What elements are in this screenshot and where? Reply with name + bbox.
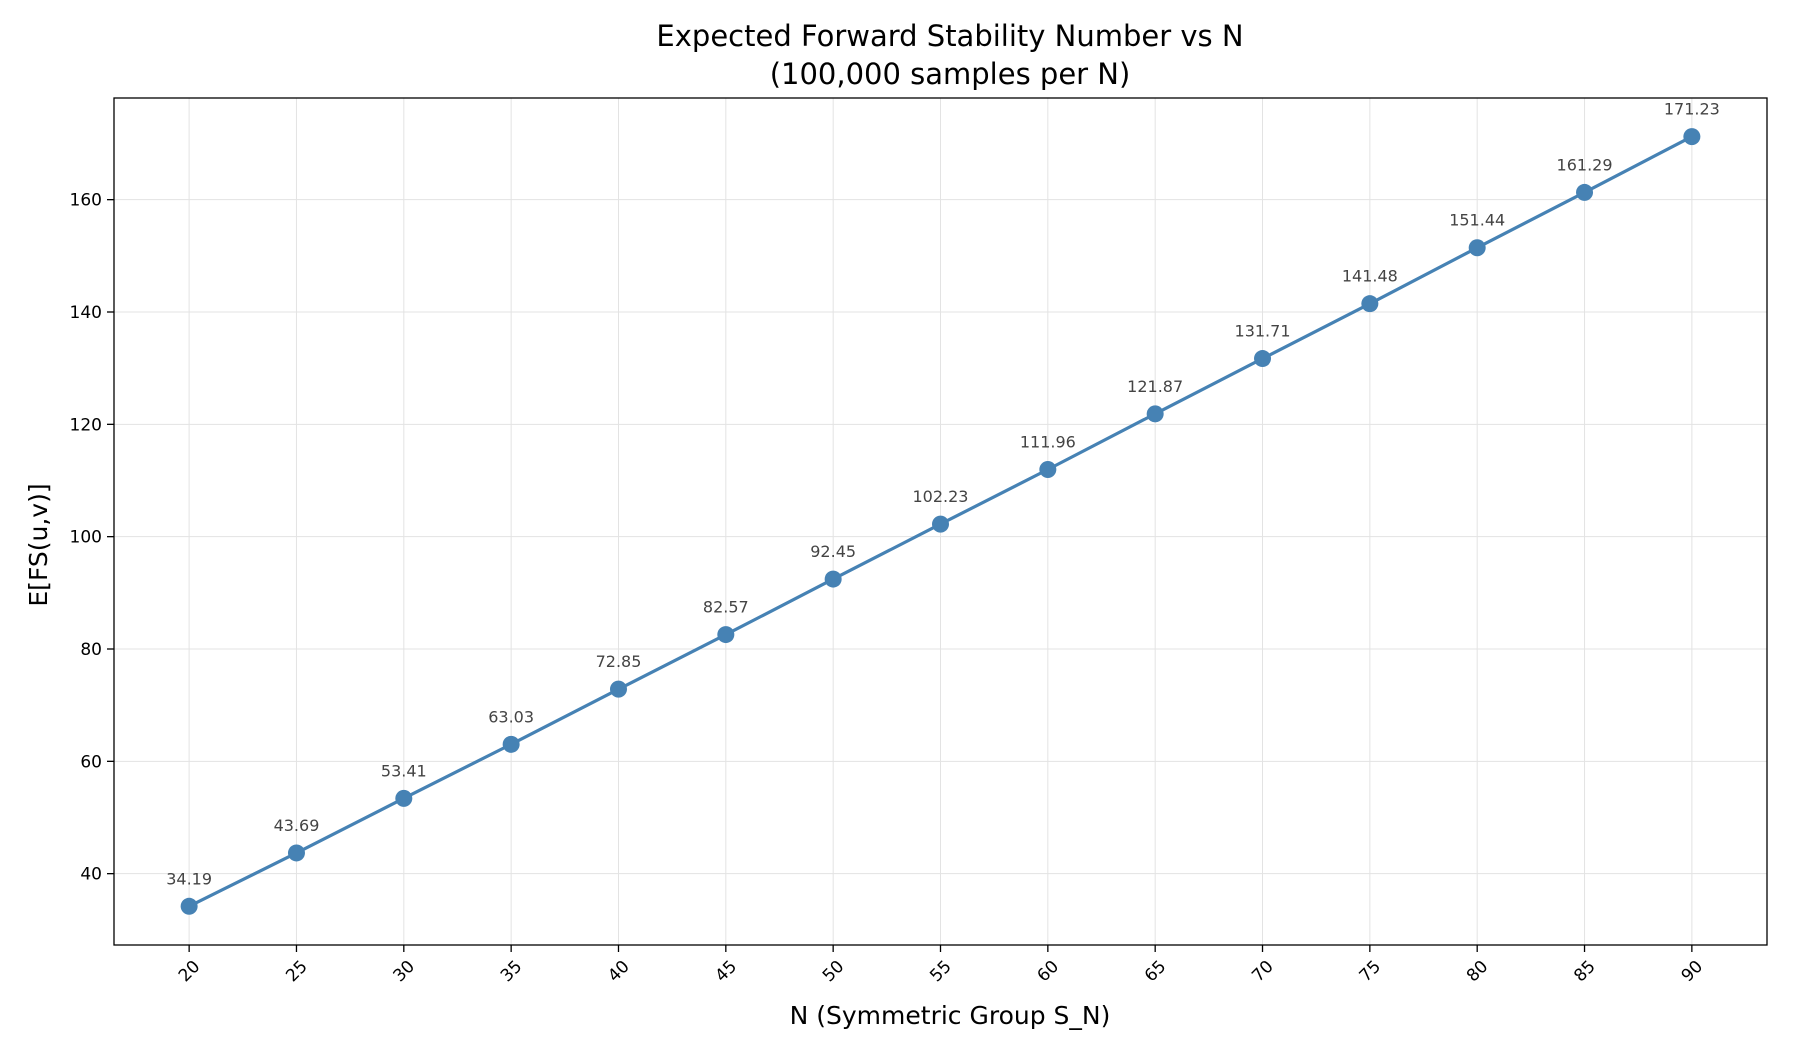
data-label: 82.57 — [703, 598, 749, 617]
y-tick-label: 120 — [70, 415, 102, 435]
data-label: 72.85 — [596, 652, 642, 671]
y-tick-label: 60 — [80, 752, 102, 772]
data-point — [1146, 405, 1164, 423]
x-tick-label: 90 — [1678, 957, 1707, 986]
data-labels: 34.19 43.69 53.41 63.03 72.85 82.57 92.45 102.2… — [166, 100, 1720, 889]
data-point — [287, 844, 305, 862]
data-label: 92.45 — [810, 542, 856, 561]
x-tick-label: 30 — [390, 957, 419, 986]
y-tick-label: 80 — [80, 640, 102, 660]
chart-title-line1: Expected Forward Stability Number vs N — [656, 19, 1243, 53]
data-label: 121.87 — [1127, 377, 1183, 396]
data-label: 131.71 — [1235, 322, 1291, 341]
x-tick-label: 40 — [604, 957, 633, 986]
data-point — [609, 680, 627, 698]
data-point — [395, 789, 413, 807]
y-tick-label: 100 — [70, 528, 102, 548]
data-label: 53.41 — [381, 761, 427, 780]
data-point — [502, 735, 520, 753]
x-tick-label: 50 — [819, 957, 848, 986]
data-label: 151.44 — [1449, 211, 1505, 230]
x-tick-label: 35 — [497, 957, 526, 986]
y-axis-label: E[FS(u,v)] — [24, 483, 53, 606]
data-point — [1683, 128, 1701, 146]
data-label: 161.29 — [1557, 155, 1613, 174]
grid — [114, 98, 1767, 945]
x-axis-label: N (Symmetric Group S_N) — [790, 1001, 1111, 1030]
data-point — [180, 897, 198, 915]
y-tick-label: 160 — [70, 191, 102, 211]
chart-title-line2: (100,000 samples per N) — [770, 57, 1131, 91]
x-tick-label: 25 — [282, 957, 311, 986]
data-label: 63.03 — [488, 707, 534, 726]
x-axis-ticks: 20 25 30 35 40 45 50 55 60 65 70 75 80 85 90 — [175, 945, 1707, 986]
x-tick-label: 75 — [1356, 957, 1385, 986]
y-tick-label: 40 — [80, 865, 102, 885]
data-point — [1576, 183, 1594, 201]
data-point — [1361, 295, 1379, 313]
data-point — [824, 570, 842, 588]
data-label: 34.19 — [166, 869, 212, 888]
data-point — [1468, 239, 1486, 257]
data-label: 141.48 — [1342, 267, 1398, 286]
x-tick-label: 60 — [1034, 957, 1063, 986]
data-label: 171.23 — [1664, 100, 1720, 119]
x-tick-label: 55 — [926, 957, 955, 986]
data-point — [717, 626, 735, 644]
y-tick-label: 140 — [70, 303, 102, 323]
y-axis-ticks: 40 60 80 100 120 140 160 — [70, 191, 114, 885]
x-tick-label: 85 — [1570, 957, 1599, 986]
x-tick-label: 70 — [1248, 957, 1277, 986]
data-label: 111.96 — [1020, 432, 1076, 451]
data-point — [932, 515, 949, 533]
x-tick-label: 20 — [175, 957, 204, 986]
x-tick-label: 45 — [712, 957, 741, 986]
data-point — [1039, 460, 1057, 478]
data-label: 102.23 — [913, 487, 969, 506]
data-point — [1254, 350, 1272, 368]
x-tick-label: 80 — [1463, 957, 1492, 986]
x-tick-label: 65 — [1141, 957, 1170, 986]
data-label: 43.69 — [274, 816, 320, 835]
data-points — [180, 128, 1701, 915]
